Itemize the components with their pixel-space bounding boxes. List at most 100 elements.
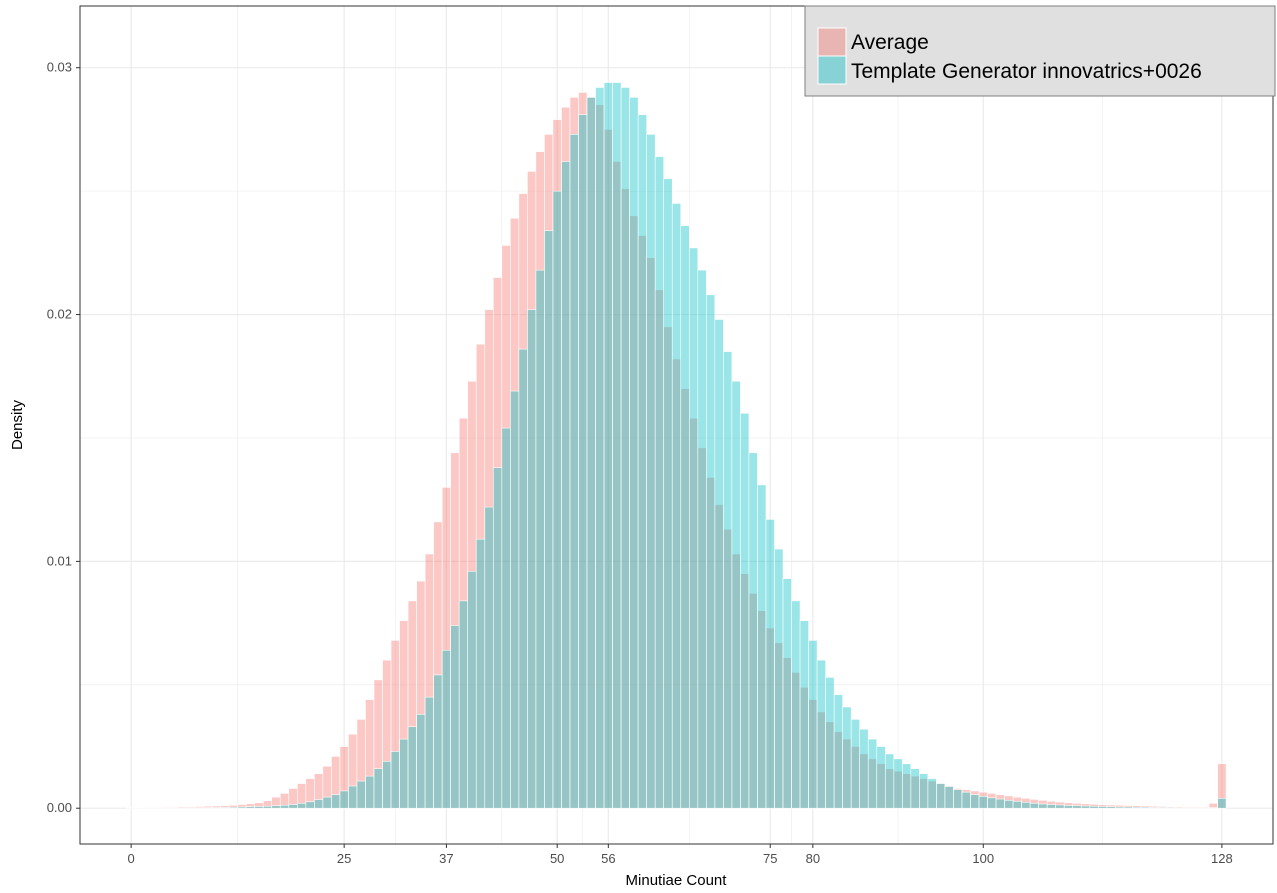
y-tick-label: 0.03	[47, 60, 72, 75]
bar-template-generator	[791, 600, 801, 809]
bar-template-generator	[578, 114, 588, 809]
bar-template-generator	[936, 783, 946, 809]
bar-template-generator	[416, 714, 426, 809]
bar-template-generator	[987, 797, 997, 809]
bar-template-generator	[714, 319, 724, 809]
x-axis: 0 25 37 50 56 75 80 100 128	[128, 844, 1233, 866]
x-tick-label: 56	[601, 851, 615, 866]
bar-template-generator	[1055, 804, 1065, 809]
bar-template-generator	[510, 390, 520, 809]
bar-template-generator	[458, 600, 469, 809]
bar-template-generator	[467, 570, 477, 809]
bar-template-generator	[629, 97, 639, 809]
panel-background	[80, 6, 1273, 844]
bar-template-generator	[1029, 802, 1039, 809]
bar-template-generator	[1012, 800, 1022, 809]
bar-template-generator	[919, 773, 929, 809]
bar-template-generator	[688, 247, 699, 809]
bar-template-generator	[382, 761, 392, 809]
bar-template-generator	[271, 805, 281, 809]
bar-template-generator	[424, 696, 434, 809]
bar-template-generator	[680, 225, 690, 809]
bar-template-generator	[296, 802, 307, 809]
bar-template-generator	[671, 203, 682, 809]
bar-template-generator	[1132, 806, 1142, 809]
bar-template-generator	[245, 806, 255, 809]
bar-template-generator	[1046, 804, 1057, 809]
bar-template-generator	[1140, 806, 1150, 809]
bar-template-generator	[808, 640, 818, 809]
bar-template-generator	[1157, 807, 1167, 809]
bar-template-generator	[1038, 803, 1048, 809]
x-tick-label: 25	[337, 851, 351, 866]
panel-border	[79, 5, 1274, 845]
bar-template-generator	[876, 746, 886, 809]
bar-template-generator	[561, 161, 571, 809]
bar-template-generator	[535, 269, 545, 809]
bar-template-generator	[757, 484, 767, 809]
bar-template-generator	[910, 768, 920, 809]
bar-template-generator	[450, 625, 460, 809]
bar-template-generator	[433, 674, 443, 809]
bar-template-generator	[612, 82, 622, 809]
bar-template-generator	[663, 178, 673, 809]
bar-template-generator	[399, 738, 409, 809]
bar-template-generator	[706, 294, 716, 809]
bar-template-generator	[322, 796, 332, 809]
bar-template-generator	[765, 519, 775, 809]
bars	[126, 82, 1227, 809]
bar-template-generator	[586, 97, 596, 809]
x-tick-label: 100	[972, 851, 994, 866]
bar-template-generator	[484, 506, 494, 809]
bar-template-generator	[390, 751, 400, 809]
bar-template-generator	[1072, 805, 1082, 809]
bar-template-generator	[953, 789, 963, 809]
bar-template-generator	[569, 134, 579, 809]
x-axis-title: Minutiae Count	[626, 872, 728, 889]
bar-template-generator	[262, 805, 273, 809]
y-axis: 0.00 0.01 0.02 0.03	[47, 60, 80, 815]
bar-template-generator	[544, 230, 554, 809]
bar-template-generator	[782, 578, 792, 809]
bar-template-generator	[501, 427, 511, 809]
y-axis-title: Density	[9, 399, 26, 450]
bar-template-generator	[356, 780, 366, 809]
bar-template-generator	[595, 87, 605, 809]
bar-template-generator	[731, 380, 741, 809]
bar-template-generator	[211, 807, 221, 809]
bar-template-generator	[842, 706, 852, 809]
bar-template-generator	[740, 412, 750, 809]
bar-template-generator	[646, 134, 656, 809]
bar-template-generator	[527, 309, 537, 809]
bar-template-generator	[279, 804, 290, 809]
bar-template-generator	[441, 649, 451, 809]
y-tick-label: 0.01	[47, 553, 72, 568]
bar-template-generator	[1080, 805, 1091, 809]
bar-template-generator	[552, 190, 562, 809]
bar-template-generator	[348, 785, 358, 809]
bar-template-generator	[620, 87, 630, 809]
bar-template-generator	[902, 763, 912, 809]
bar-template-generator	[1115, 806, 1125, 809]
bar-template-generator	[603, 82, 613, 809]
bar-template-generator	[970, 794, 980, 809]
bar-template-generator	[1004, 800, 1014, 809]
grid-lines	[80, 6, 1273, 844]
bar-template-generator	[893, 758, 903, 809]
legend: Average Template Generator innovatrics+0…	[804, 5, 1276, 97]
legend-box	[804, 5, 1276, 97]
bar-template-generator	[1063, 805, 1074, 809]
bar-template-generator	[723, 351, 733, 809]
x-tick-label: 37	[439, 851, 453, 866]
bar-template-generator	[637, 114, 647, 809]
bar-template-generator	[867, 738, 878, 809]
bar-template-generator	[237, 806, 247, 809]
x-tick-label: 80	[806, 851, 820, 866]
bar-template-generator	[927, 778, 937, 809]
bar-template-generator	[1021, 801, 1031, 809]
bar-template-generator	[331, 794, 341, 809]
bar-template-generator	[825, 677, 835, 809]
bar-template-generator	[799, 620, 809, 809]
bar-template-generator	[859, 728, 869, 809]
